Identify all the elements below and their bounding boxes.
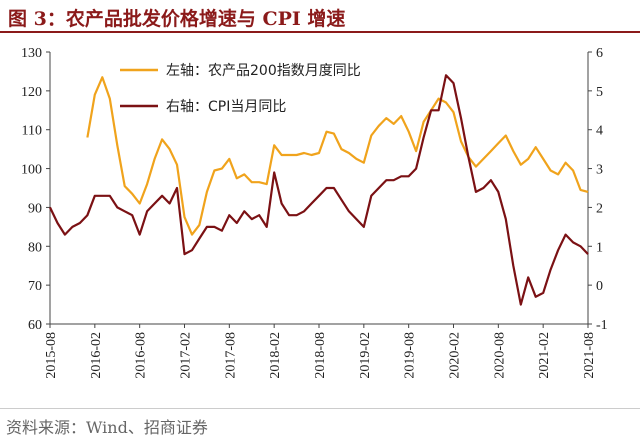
right-tick-label: -1	[596, 318, 608, 333]
legend-label: 左轴：农产品200指数月度同比	[166, 63, 361, 79]
chart-title: 图 3：农产品批发价格增速与 CPI 增速	[8, 8, 346, 30]
x-tick-label: 2016-02	[89, 332, 104, 379]
source-note: 资料来源：Wind、招商证券	[6, 418, 208, 437]
right-tick-label: 0	[596, 279, 603, 294]
right-tick-label: 6	[596, 46, 603, 61]
line-chart: 60 70 80 90 100 110 120 130 -1 0 1 2 3 4 5 6 2015-08 2016…	[21, 46, 608, 379]
left-tick-label: 130	[21, 46, 42, 61]
x-tick-label: 2021-02	[537, 332, 552, 379]
x-tick-label: 2018-08	[313, 332, 328, 379]
x-tick-label: 2018-02	[268, 332, 283, 379]
x-tick-label: 2016-08	[134, 332, 149, 379]
x-tick-label: 2020-08	[492, 332, 507, 379]
left-tick-label: 100	[21, 163, 42, 178]
right-tick-label: 5	[596, 85, 603, 100]
left-tick-label: 70	[28, 279, 42, 294]
legend-label: 右轴：CPI当月同比	[166, 99, 286, 115]
left-tick-label: 110	[22, 124, 42, 139]
x-tick-label: 2019-02	[358, 332, 373, 379]
left-tick-label: 120	[21, 85, 42, 100]
x-tick-label: 2017-02	[179, 332, 194, 379]
right-tick-label: 4	[596, 124, 603, 139]
left-tick-label: 80	[28, 240, 42, 255]
series-line-agri-index	[86, 76, 589, 236]
left-tick-label: 60	[28, 318, 42, 333]
x-tick-label: 2019-08	[403, 332, 418, 379]
x-tick-label: 2021-08	[582, 332, 597, 379]
source-divider	[0, 408, 640, 409]
x-tick-label: 2015-08	[44, 332, 59, 379]
left-tick-label: 90	[28, 201, 42, 216]
x-tick-label: 2020-02	[448, 332, 463, 379]
right-tick-label: 3	[596, 163, 603, 178]
right-tick-label: 2	[596, 201, 603, 216]
x-tick-label: 2017-08	[223, 332, 238, 379]
series-line-cpi	[49, 74, 589, 306]
right-tick-label: 1	[596, 240, 603, 255]
title-divider	[0, 31, 640, 33]
